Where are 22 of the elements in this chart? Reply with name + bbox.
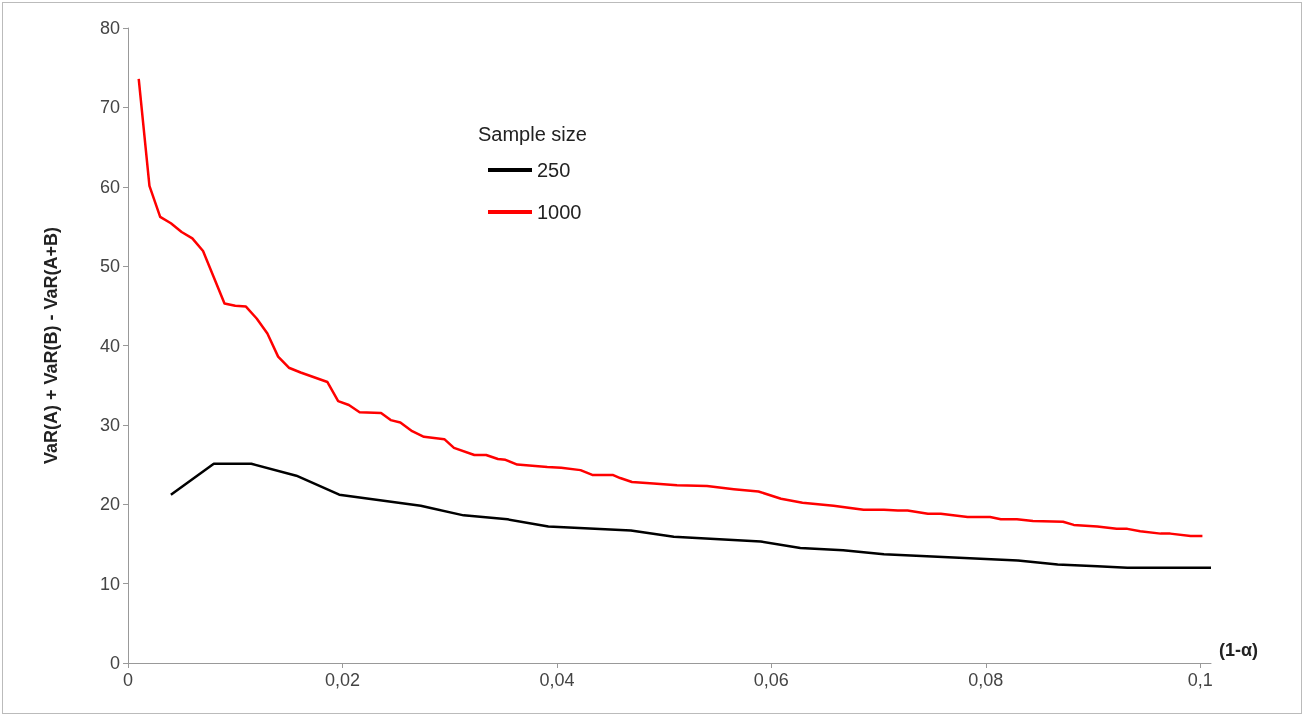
y-axis-title: VaR(A) + VaR(B) - VaR(A+B) xyxy=(41,226,61,465)
y-tick-label: 60 xyxy=(99,176,120,197)
x-tick-label: 0,04 xyxy=(539,670,575,690)
y-tick-label: 30 xyxy=(99,414,120,435)
y-tick-label: 0 xyxy=(109,653,120,673)
y-tick-label: 70 xyxy=(99,97,120,118)
line-series xyxy=(169,462,1213,569)
legend-label: 250 xyxy=(537,159,571,181)
y-tick-label: 20 xyxy=(99,494,120,515)
legend-title: Sample size xyxy=(478,123,587,145)
x-axis-title: (1-α) xyxy=(1219,640,1259,660)
x-tick-label: 0,08 xyxy=(968,670,1004,690)
y-tick-label: 50 xyxy=(99,256,120,277)
x-tick-label: 0,02 xyxy=(324,670,360,690)
x-tick-label: 0,06 xyxy=(753,670,789,690)
legend-label: 1000 xyxy=(537,201,582,223)
x-tick-label: 0,1 xyxy=(1187,670,1213,690)
y-tick-label: 40 xyxy=(99,335,120,356)
x-tick-label: 0 xyxy=(122,670,134,690)
y-tick-label: 10 xyxy=(99,573,120,594)
line-series xyxy=(137,77,1204,538)
y-tick-label: 80 xyxy=(99,18,120,38)
